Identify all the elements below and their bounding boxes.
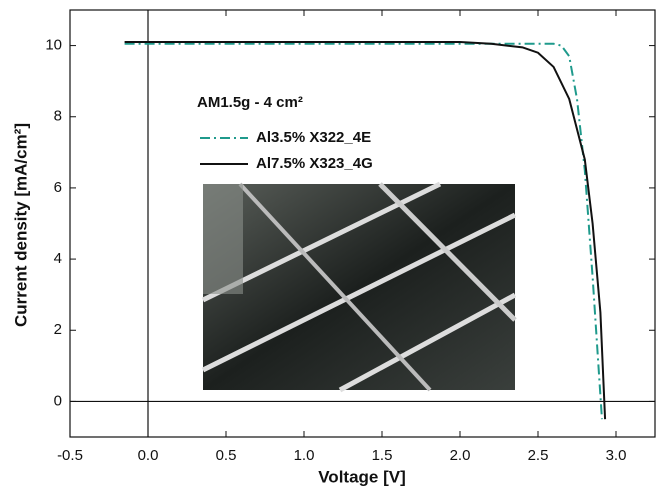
x-tick-label: 1.5 xyxy=(372,447,393,464)
y-tick-label: 0 xyxy=(54,392,62,409)
x-tick-label: 0.5 xyxy=(216,447,237,464)
x-tick-label: -0.5 xyxy=(57,447,83,464)
y-axis-title: Current density [mA/cm²] xyxy=(11,123,30,327)
y-tick-label: 2 xyxy=(54,321,62,338)
x-tick-label: 1.0 xyxy=(294,447,315,464)
legend-label: Al3.5% X322_4E xyxy=(256,129,371,146)
y-tick-label: 8 xyxy=(54,108,62,125)
series-line xyxy=(124,41,607,420)
legend-title: AM1.5g - 4 cm² xyxy=(197,94,303,111)
x-tick-label: 2.5 xyxy=(528,447,549,464)
y-tick-label: 10 xyxy=(45,37,62,54)
x-tick-label: 2.0 xyxy=(450,447,471,464)
x-tick-label: 3.0 xyxy=(606,447,627,464)
x-axis-title: Voltage [V] xyxy=(318,467,406,486)
legend-label: Al7.5% X323_4G xyxy=(256,155,373,172)
series-line xyxy=(124,42,603,420)
inset-photo xyxy=(201,181,517,393)
y-tick-label: 6 xyxy=(54,179,62,196)
x-tick-label: 0.0 xyxy=(138,447,159,464)
plot-frame xyxy=(69,9,656,438)
y-tick-label: 4 xyxy=(54,250,62,267)
